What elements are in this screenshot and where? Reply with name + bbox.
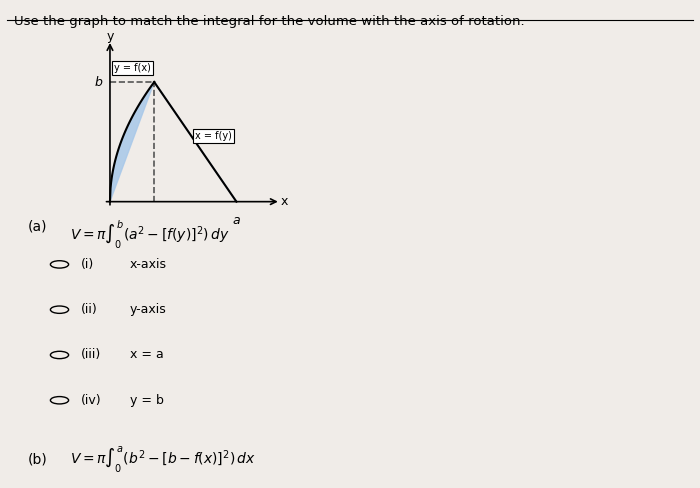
Text: x-axis: x-axis: [130, 258, 167, 271]
Text: y-axis: y-axis: [130, 303, 167, 316]
Text: (iv): (iv): [80, 394, 101, 407]
Text: a: a: [232, 214, 240, 226]
Polygon shape: [110, 82, 237, 202]
Text: y: y: [106, 30, 113, 43]
Text: x = f(y): x = f(y): [195, 131, 232, 141]
Text: (iii): (iii): [80, 348, 101, 362]
Text: x: x: [281, 195, 288, 208]
Text: Use the graph to match the integral for the volume with the axis of rotation.: Use the graph to match the integral for …: [14, 15, 524, 28]
Text: y = b: y = b: [130, 394, 163, 407]
Text: y = f(x): y = f(x): [114, 62, 151, 73]
Text: $V = \pi \int_0^a (b^2 - [b - f(x)]^2)\, dx$: $V = \pi \int_0^a (b^2 - [b - f(x)]^2)\,…: [70, 445, 256, 475]
Text: x = a: x = a: [130, 348, 163, 362]
Text: (ii): (ii): [80, 303, 97, 316]
Text: (b): (b): [28, 453, 48, 467]
Text: b: b: [94, 76, 102, 88]
Text: (a): (a): [28, 219, 48, 233]
Text: $V = \pi \int_0^b (a^2 - [f(y)]^2)\, dy$: $V = \pi \int_0^b (a^2 - [f(y)]^2)\, dy$: [70, 219, 230, 251]
Text: (i): (i): [80, 258, 94, 271]
